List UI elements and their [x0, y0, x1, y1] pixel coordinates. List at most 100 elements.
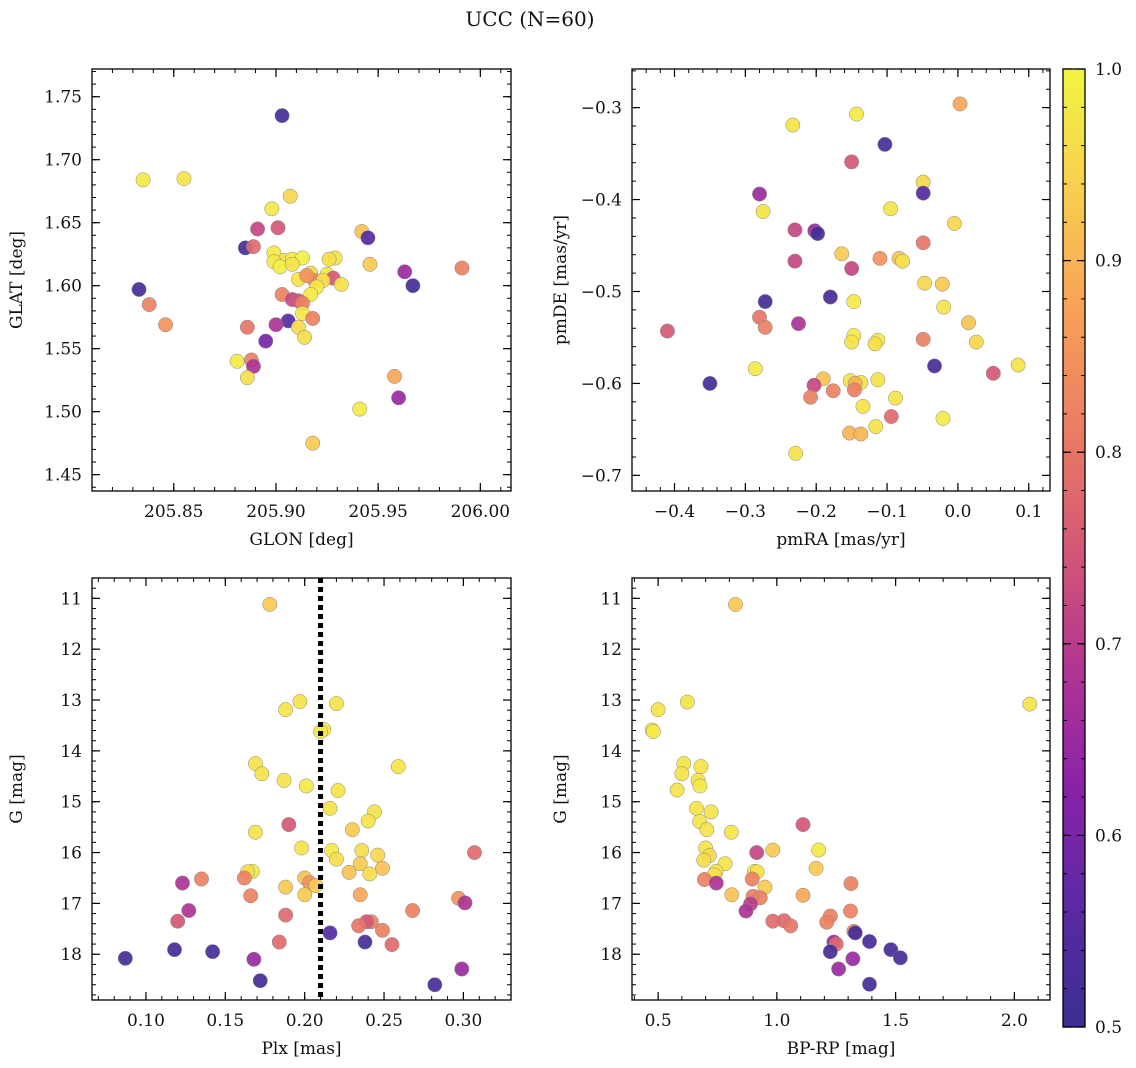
data-point	[724, 887, 740, 903]
data-point	[755, 204, 771, 219]
data-point	[268, 317, 284, 333]
data-point	[194, 871, 209, 887]
data-point	[883, 201, 899, 217]
plot-frame	[91, 577, 512, 1001]
data-point	[862, 976, 877, 992]
data-point	[788, 445, 804, 461]
data-point	[844, 334, 860, 350]
data-point	[915, 331, 931, 347]
colorbar: 0.5 0.6 0.7 0.8 0.9 1.0	[1062, 60, 1122, 1038]
data-point	[853, 426, 869, 442]
data-point	[669, 782, 685, 798]
x-axis-label: GLON [deg]	[249, 530, 353, 550]
data-point	[278, 907, 294, 923]
data-points	[131, 108, 470, 451]
data-point	[795, 817, 811, 833]
scatter-panel-3: 0.10 0.15 0.20 0.25 0.30 11 12 13 14 15 16 17 18 Plx …	[7, 577, 512, 1059]
data-point	[297, 329, 313, 345]
data-point	[205, 944, 221, 960]
x-tick-label: 1.5	[882, 1011, 909, 1031]
y-axis-label: G [mag]	[551, 754, 571, 823]
y-tick-label: −0.6	[581, 374, 622, 394]
y-tick-label: 1.55	[44, 340, 82, 360]
data-point	[867, 336, 883, 352]
x-tick-label: 1.0	[763, 1011, 790, 1031]
data-point	[699, 822, 715, 838]
data-point	[246, 239, 261, 255]
y-tick-label: 17	[60, 894, 82, 914]
y-axis-label: GLAT [deg]	[7, 231, 27, 329]
data-point	[650, 702, 666, 718]
data-point	[170, 913, 186, 929]
data-point	[284, 256, 300, 272]
data-point	[692, 778, 708, 794]
data-point	[934, 276, 950, 292]
data-point	[282, 188, 298, 204]
x-tick-label: 205.85	[144, 502, 203, 522]
data-point	[360, 813, 376, 829]
x-tick-label: 0.30	[444, 1011, 482, 1031]
data-point	[645, 724, 661, 739]
data-point	[688, 800, 704, 816]
data-point	[744, 871, 760, 887]
x-axis-label: pmRA [mas/yr]	[776, 530, 905, 550]
plot-frame	[91, 68, 512, 492]
data-point	[274, 108, 290, 124]
colorbar-tick-label: 0.7	[1095, 635, 1122, 655]
y-tick-label: 14	[60, 742, 82, 762]
x-tick-label: −0.2	[796, 502, 837, 522]
data-point	[292, 694, 308, 709]
y-tick-label: 17	[600, 894, 622, 914]
x-axis-label: Plx [mas]	[261, 1039, 341, 1059]
figure-title: UCC (N=60)	[465, 7, 594, 31]
data-point	[765, 913, 781, 929]
data-point	[352, 401, 368, 417]
data-point	[822, 944, 838, 960]
data-point	[831, 961, 847, 977]
data-point	[819, 914, 835, 930]
y-tick-label: 16	[600, 844, 622, 864]
data-point	[341, 864, 357, 880]
data-point	[243, 888, 259, 904]
data-point	[141, 297, 157, 313]
data-point	[305, 310, 321, 326]
data-point	[258, 333, 274, 349]
data-point	[254, 766, 270, 782]
colorbar-tick-label: 0.5	[1095, 1018, 1122, 1038]
data-point	[454, 260, 470, 276]
y-tick-label: −0.3	[581, 99, 622, 119]
data-point	[467, 845, 482, 861]
data-point	[985, 365, 1001, 381]
data-point	[892, 950, 908, 966]
data-point	[968, 334, 984, 350]
data-point	[239, 370, 255, 386]
data-point	[810, 226, 826, 242]
colorbar-gradient	[1062, 68, 1086, 1028]
colorbar-tick-label: 0.8	[1095, 443, 1122, 463]
data-point	[236, 870, 252, 886]
y-tick-label: 1.65	[44, 214, 82, 234]
data-point	[845, 951, 861, 967]
data-point	[843, 876, 859, 892]
data-point	[278, 879, 294, 895]
data-point	[297, 887, 313, 903]
data-point	[787, 253, 803, 269]
y-tick-label: 15	[60, 793, 82, 813]
data-point	[272, 259, 288, 275]
data-point	[870, 372, 886, 388]
data-point	[457, 895, 473, 911]
y-tick-label: 1.60	[44, 277, 82, 297]
data-point	[752, 186, 767, 202]
data-point	[844, 154, 860, 170]
data-point	[135, 172, 151, 188]
data-point	[271, 934, 287, 950]
data-point	[229, 353, 245, 369]
data-point	[659, 323, 675, 339]
data-point	[158, 317, 174, 333]
data-point	[811, 842, 827, 858]
data-point	[321, 251, 337, 267]
data-point	[362, 256, 378, 272]
data-point	[927, 358, 942, 374]
y-tick-label: 14	[600, 742, 622, 762]
